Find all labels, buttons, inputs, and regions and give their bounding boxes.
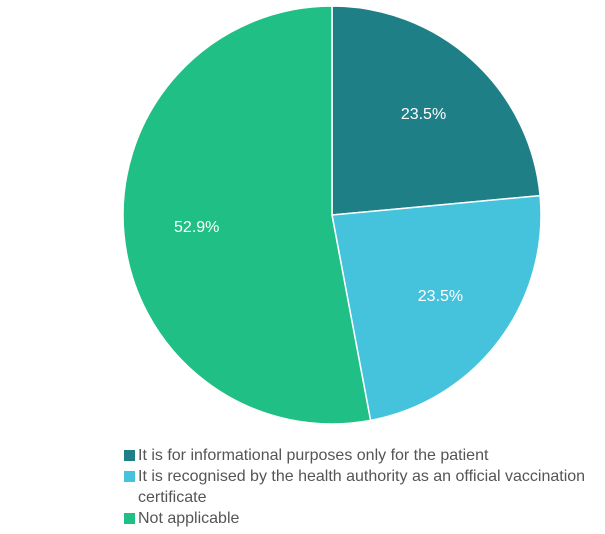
- pie-slice: [331, 5, 541, 216]
- chart: 23.5% 23.5% 52.9%: [122, 5, 542, 425]
- data-label: 23.5%: [418, 288, 463, 305]
- legend-label: It is recognised by the health authority…: [138, 468, 586, 506]
- legend-swatch: [124, 471, 135, 482]
- legend-item: Not applicable: [124, 508, 594, 529]
- legend: It is for informational purposes only fo…: [124, 445, 594, 529]
- legend-swatch: [124, 450, 135, 461]
- data-label: 23.5%: [401, 106, 446, 123]
- legend-label: Not applicable: [138, 510, 240, 527]
- data-label: 52.9%: [174, 219, 219, 236]
- pie-slice: [122, 5, 372, 425]
- legend-item: It is for informational purposes only fo…: [124, 445, 594, 466]
- legend-item: It is recognised by the health authority…: [124, 466, 594, 508]
- pie-slice: [331, 194, 542, 422]
- legend-swatch: [124, 513, 135, 524]
- legend-label: It is for informational purposes only fo…: [138, 447, 489, 464]
